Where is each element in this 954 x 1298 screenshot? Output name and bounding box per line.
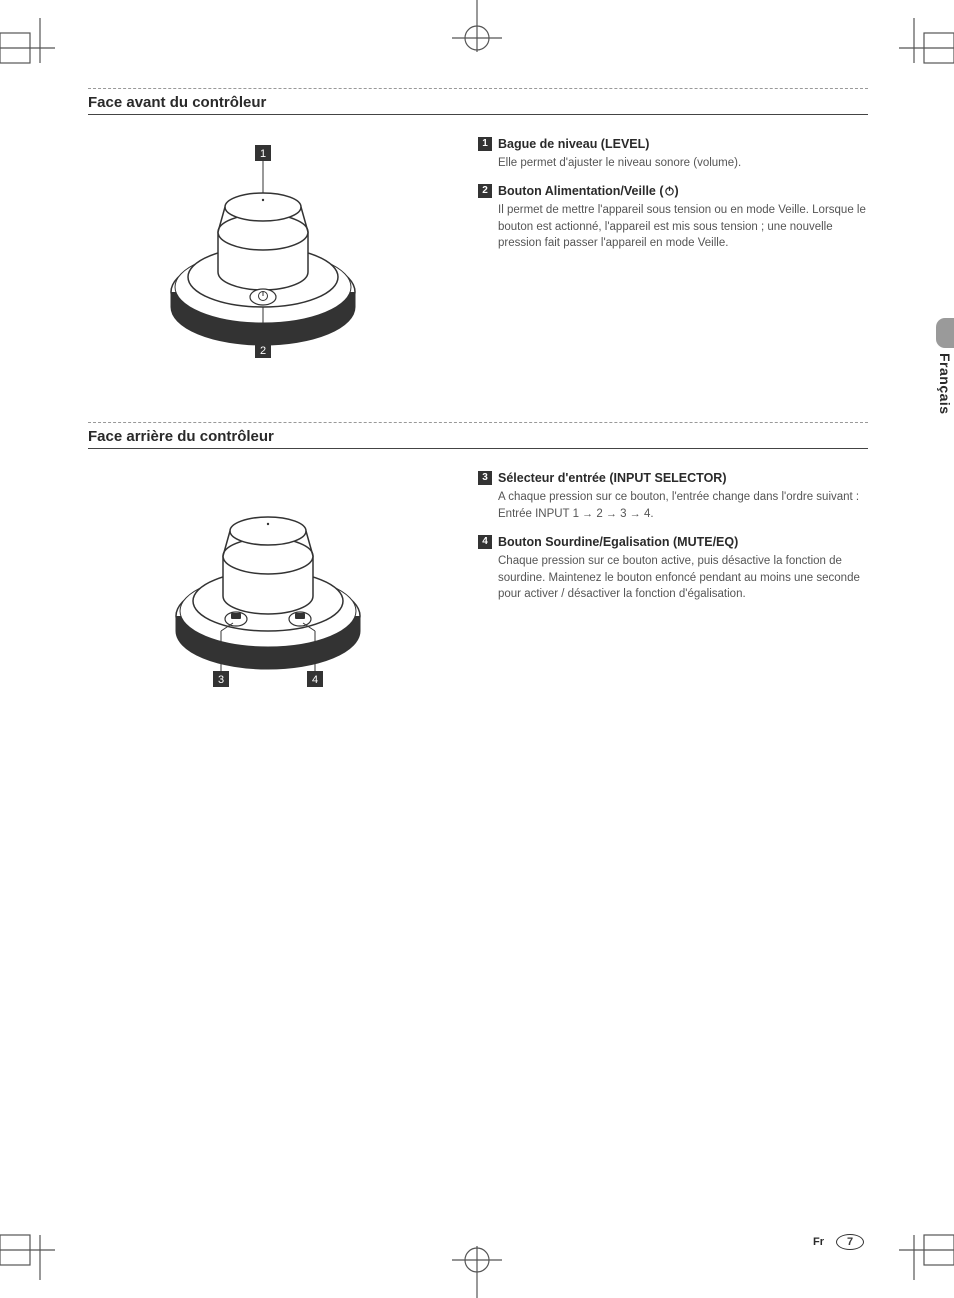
section-body-rear: 3 4 3 Sélecteur d'entrée (INPUT SELECTOR… xyxy=(88,461,868,711)
page-footer: Fr 7 xyxy=(813,1234,864,1250)
desc-col-front: 1 Bague de niveau (LEVEL) Elle permet d'… xyxy=(478,127,868,377)
item-desc-1: Elle permet d'ajuster le niveau sonore (… xyxy=(478,155,868,172)
crop-mark-bottom-center xyxy=(452,1243,502,1298)
crop-mark-top-left xyxy=(0,18,70,68)
language-tab-label: Français xyxy=(937,353,953,415)
svg-text:2: 2 xyxy=(260,345,266,357)
page-content: Face avant du contrôleur 1 xyxy=(88,88,868,756)
language-tab: Français xyxy=(936,318,954,415)
controller-front-svg: 1 2 xyxy=(143,137,393,377)
language-tab-pill xyxy=(936,318,954,348)
desc-col-rear: 3 Sélecteur d'entrée (INPUT SELECTOR) A … xyxy=(478,461,868,711)
item-1: 1 Bague de niveau (LEVEL) Elle permet d'… xyxy=(478,135,868,172)
crop-mark-top-right xyxy=(884,18,954,68)
svg-text:4: 4 xyxy=(312,674,318,686)
num-badge-1: 1 xyxy=(478,137,492,151)
item-title-3: Sélecteur d'entrée (INPUT SELECTOR) xyxy=(498,469,727,487)
item-title-2-prefix: Bouton Alimentation/Veille ( xyxy=(498,184,664,198)
item-2: 2 Bouton Alimentation/Veille () Il perme… xyxy=(478,182,868,252)
section-title-rear: Face arrière du contrôleur xyxy=(88,422,868,449)
crop-mark-bottom-left xyxy=(0,1230,70,1280)
page-number: 7 xyxy=(836,1234,864,1250)
svg-text:3: 3 xyxy=(218,674,224,686)
num-badge-2: 2 xyxy=(478,184,492,198)
controller-rear-svg: 3 4 xyxy=(143,491,393,711)
item-4: 4 Bouton Sourdine/Egalisation (MUTE/EQ) … xyxy=(478,533,868,603)
item-title-2-suffix: ) xyxy=(675,184,679,198)
item-desc-2: Il permet de mettre l'appareil sous tens… xyxy=(478,202,868,252)
section-title-front: Face avant du contrôleur xyxy=(88,88,868,115)
svg-text:1: 1 xyxy=(260,148,266,160)
arrow-icon: → xyxy=(582,508,593,520)
section-body-front: 1 2 xyxy=(88,127,868,377)
item-title-4: Bouton Sourdine/Egalisation (MUTE/EQ) xyxy=(498,533,738,551)
power-icon xyxy=(664,185,675,196)
item-title-2: Bouton Alimentation/Veille () xyxy=(498,182,679,200)
num-badge-4: 4 xyxy=(478,535,492,549)
footer-lang-code: Fr xyxy=(813,1236,824,1248)
item-title-1: Bague de niveau (LEVEL) xyxy=(498,135,649,153)
illustration-front: 1 2 xyxy=(88,127,448,377)
num-badge-3: 3 xyxy=(478,471,492,485)
item-desc-3: A chaque pression sur ce bouton, l'entré… xyxy=(478,489,868,523)
item-desc-4: Chaque pression sur ce bouton active, pu… xyxy=(478,553,868,603)
arrow-icon: → xyxy=(606,508,617,520)
illustration-rear: 3 4 xyxy=(88,461,448,711)
item-3: 3 Sélecteur d'entrée (INPUT SELECTOR) A … xyxy=(478,469,868,523)
arrow-icon: → xyxy=(630,508,641,520)
crop-mark-bottom-right xyxy=(884,1230,954,1280)
crop-mark-top-center xyxy=(452,0,502,55)
